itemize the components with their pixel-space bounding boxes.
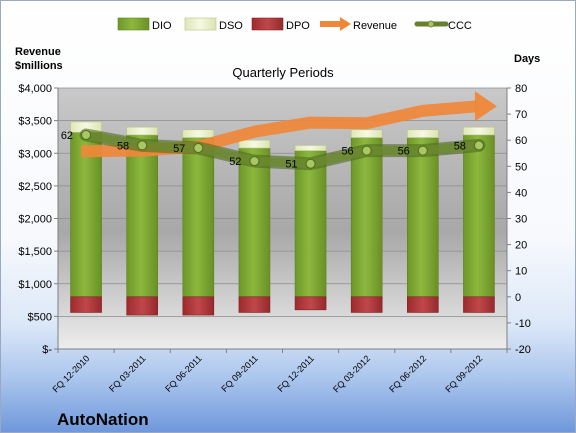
dio-bar [463,134,495,298]
x-tick-label: FQ 06-2012 [387,353,428,394]
bars [70,121,495,316]
left-tick-label: $- [42,344,52,356]
legend-dpo-label: DPO [286,20,310,32]
dpo-bar [238,296,271,313]
company-name: AutoNation [57,410,149,429]
right-tick-label: 40 [515,187,527,199]
x-tick-label: FQ 12-2010 [50,353,91,394]
left-tick-label: $4,000 [18,83,52,95]
left-axis-label-line2: $millions [15,60,63,72]
right-tick-label: 0 [515,292,521,304]
dpo-bar [407,296,439,313]
x-tick-label: FQ 12-2011 [275,353,316,394]
dio-bar [350,137,383,298]
ccc-point [193,143,204,154]
right-tick-label: -10 [515,318,531,330]
legend-revenue-label: Revenue [353,20,397,32]
ccc-data-label: 56 [341,146,353,158]
left-tick-label: $1,500 [18,246,52,258]
legend-dio-swatch [117,17,150,31]
right-tick-label: 80 [515,83,527,95]
revenue-arrowhead [474,91,497,122]
right-axis-label: Days [514,53,540,65]
legend-dso-swatch [184,17,217,31]
dso-bar [407,129,439,138]
left-tick-label: $3,500 [18,116,52,128]
x-tick-label: FQ 03-2011 [107,353,148,394]
dso-bar [238,139,271,149]
dso-bar [294,145,327,151]
ccc-point [137,140,148,151]
dio-bar [70,132,102,298]
dio-bar [238,147,271,298]
dpo-bar [182,296,215,316]
ccc-data-label: 58 [117,140,129,152]
x-tick-label: FQ 09-2012 [443,353,484,394]
dpo-bar [350,296,383,313]
ccc-data-label: 57 [173,143,185,155]
right-tick-label: 30 [515,214,527,226]
right-axis-ticks: -20 -10 0 10 20 30 40 50 60 70 80 [507,83,531,356]
x-axis-ticks: FQ 12-2010 FQ 03-2011 FQ 06-2011 FQ 09-2011… [50,349,508,394]
legend-dio-label: DIO [152,20,172,32]
left-tick-label: $1,000 [18,279,52,291]
legend-dso-label: DSO [219,20,243,32]
ccc-point [417,145,428,156]
ccc-data-label: 58 [454,140,466,152]
dio-bar [126,134,158,298]
ccc-point [81,129,92,140]
legend-revenue-swatch [320,17,351,31]
right-tick-label: 60 [515,135,527,147]
legend: DIO DSO DPO Revenue CCC [117,17,472,32]
x-tick-label: FQ 09-2011 [219,353,260,394]
dpo-bar [294,296,327,311]
left-tick-label: $500 [28,311,52,323]
ccc-point [473,140,484,151]
dio-bar [182,137,215,298]
dpo-bar [70,296,102,313]
chart-title: Quarterly Periods [232,65,334,80]
right-tick-label: 20 [515,240,527,252]
legend-ccc-marker [427,20,435,28]
dio-bar [294,150,327,298]
dpo-bar [463,296,495,313]
dpo-bar [126,296,158,316]
right-tick-label: -20 [515,344,531,356]
left-axis-ticks: $- $500 $1,000 $1,500 $2,000 $2,500 $3,000 $3,5… [18,83,58,356]
dso-bar [350,129,383,138]
right-tick-label: 10 [515,266,527,278]
dso-bar [182,129,215,138]
ccc-line [79,128,486,171]
ccc-point [305,158,316,169]
ccc-data-label: 62 [61,130,73,142]
left-axis-label-line1: Revenue [15,46,61,58]
ccc-data-label: 56 [398,146,410,158]
dso-bar [463,126,495,136]
ccc-point [249,156,260,167]
right-tick-label: 50 [515,161,527,173]
ccc-line-path [81,130,484,169]
left-tick-label: $2,000 [18,214,52,226]
ccc-labels: 62 58 57 52 51 56 56 58 [61,130,466,171]
ccc-data-label: 51 [285,159,297,171]
ccc-point [361,145,372,156]
x-tick-label: FQ 03-2012 [331,353,372,394]
dio-bar [407,137,439,298]
right-tick-label: 70 [515,109,527,121]
legend-ccc-label: CCC [448,20,472,32]
ccc-data-label: 52 [229,156,241,168]
dso-bar [126,126,158,136]
left-tick-label: $2,500 [18,181,52,193]
left-tick-label: $3,000 [18,148,52,160]
legend-dpo-swatch [251,17,284,31]
x-tick-label: FQ 06-2011 [163,353,204,394]
